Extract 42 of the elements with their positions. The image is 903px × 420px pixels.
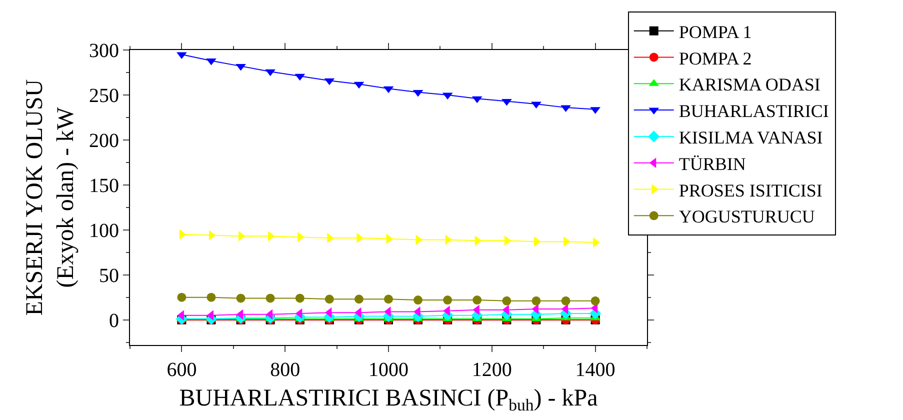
point xyxy=(266,294,275,303)
legend-label: TÜRBIN xyxy=(678,154,746,174)
x-tick-label: 1400 xyxy=(575,359,616,381)
point xyxy=(295,294,304,303)
point xyxy=(208,230,216,240)
point xyxy=(532,296,541,306)
point xyxy=(560,105,571,112)
point xyxy=(354,294,364,304)
point xyxy=(236,294,246,303)
y-axis-title: EKSERJI YOK OLUSU (Exyok olan) - kW xyxy=(22,79,80,316)
y-tick-label: 200 xyxy=(89,130,119,152)
legend-label: BUHARLASTIRICI xyxy=(678,101,829,122)
point xyxy=(445,234,452,245)
x-tick-label: 800 xyxy=(270,359,300,381)
point xyxy=(324,294,334,304)
y-tick-label: 50 xyxy=(99,264,119,287)
point xyxy=(443,296,452,305)
legend-label: PROSES ISITICISI xyxy=(678,180,822,200)
legend-label: POMPA 2 xyxy=(678,48,752,68)
point xyxy=(590,296,600,306)
point xyxy=(414,296,423,305)
x-tick-label: 1000 xyxy=(368,359,408,381)
legend-label: KARISMA ODASI xyxy=(678,74,820,95)
point xyxy=(384,294,393,304)
point xyxy=(416,234,423,245)
legend-label: KISILMA VANASI xyxy=(678,127,823,148)
y-tick-label: 250 xyxy=(89,84,119,107)
x-axis-title: BUHARLASTIRICI BASINCI (P$_{buh}$) - kPa xyxy=(179,385,598,414)
legend-label: YOGUSTURUCU xyxy=(678,206,815,227)
legend-label: POMPA 1 xyxy=(678,22,752,42)
y-tick-label: 0 xyxy=(109,310,119,332)
x-tick-label: 600 xyxy=(166,359,197,381)
y-tick-label: 150 xyxy=(89,174,119,197)
point xyxy=(502,296,512,306)
point xyxy=(206,292,216,302)
y-tick-label: 300 xyxy=(89,40,119,62)
point xyxy=(177,292,186,302)
point xyxy=(472,296,482,305)
y-tick-label: 100 xyxy=(89,220,119,242)
x-tick-label: 1200 xyxy=(472,359,512,381)
point xyxy=(561,296,570,306)
point xyxy=(236,64,246,71)
